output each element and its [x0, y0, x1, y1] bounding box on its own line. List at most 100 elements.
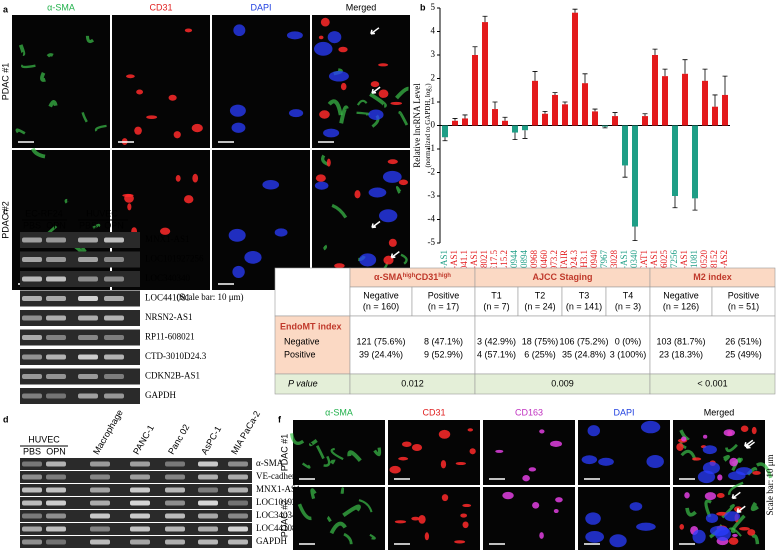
lane-label: PBS: [23, 446, 41, 456]
gel-band: [228, 474, 248, 480]
row-label: PDAC #1: [279, 434, 289, 472]
p-label: P value: [288, 378, 318, 388]
signal: [411, 516, 420, 521]
signal: [191, 123, 203, 133]
gel-band: [78, 296, 98, 301]
signal: [382, 170, 402, 183]
y-tick-label: 3: [431, 49, 436, 59]
signal: [126, 74, 135, 79]
column-n: (n = 7): [483, 301, 509, 311]
signal: [262, 180, 280, 190]
table-cell: [274, 267, 351, 317]
gel-band: [104, 393, 124, 399]
signal: [340, 82, 347, 91]
signal: [460, 513, 468, 518]
error-bar: [682, 59, 688, 74]
signal: [729, 457, 738, 467]
lane-label: Panc 02: [166, 423, 191, 457]
micrograph: [388, 420, 480, 485]
gel-band: [165, 487, 185, 493]
signal: [411, 443, 423, 452]
header-text: α-SMA: [374, 272, 403, 282]
signal: [383, 255, 394, 265]
table-value: 9 (52.9%): [424, 349, 463, 359]
lane-label: MIA PaCa-2: [229, 409, 262, 456]
bar: [552, 94, 558, 126]
column-label: Merged: [346, 2, 377, 12]
gel-band: [104, 296, 124, 301]
bar: [682, 73, 688, 126]
lane-label: PANC-1: [131, 423, 156, 456]
gel-band: [46, 487, 66, 493]
gel-row-label: MNX1-AS1: [256, 484, 301, 494]
signal: [702, 445, 717, 455]
table-cell: [649, 373, 776, 395]
signal: [692, 529, 706, 544]
signal: [289, 433, 305, 445]
signal: [750, 501, 759, 512]
lane-label: Macrophage: [91, 408, 125, 456]
signal: [751, 426, 757, 435]
signal: [373, 447, 382, 457]
gel-row-label: LOC441081: [145, 293, 190, 303]
gel-band: [78, 335, 98, 340]
bar: [622, 125, 628, 166]
signal: [244, 250, 262, 264]
y-axis-note: (normalized to GAPDH, log₂): [424, 83, 432, 168]
signal: [340, 487, 345, 494]
error-bar: [652, 48, 658, 55]
gel-band: [46, 257, 66, 262]
gel-band: [78, 393, 98, 399]
signal: [716, 492, 725, 499]
signal: [502, 491, 514, 500]
signal: [455, 461, 466, 466]
signal: [685, 507, 697, 517]
gel-band: [130, 513, 150, 519]
column-n: (n = 24): [524, 301, 555, 311]
error-bar: [722, 75, 728, 95]
micrograph: [212, 150, 310, 290]
signal: [326, 158, 331, 167]
header-text: M2 index: [693, 272, 732, 282]
table-cell: [605, 286, 651, 317]
gel-band: [78, 237, 98, 243]
table-cell: [474, 315, 651, 375]
gel-band: [46, 276, 66, 282]
signal: [231, 122, 246, 133]
error-bar: [702, 68, 708, 81]
gel-row-label: LOC340340: [145, 273, 191, 283]
signal: [390, 101, 403, 105]
table-value: 3 (100%): [610, 349, 647, 359]
gel-band: [22, 237, 42, 243]
signal: [359, 253, 377, 267]
column-header: Positive: [728, 290, 760, 300]
gel-band: [46, 393, 66, 399]
table-value: 3 (42.9%): [477, 336, 516, 346]
bar: [692, 125, 698, 199]
signal: [398, 179, 408, 186]
signal: [369, 533, 376, 540]
gel-row-label: GAPDH: [256, 536, 288, 546]
x-tick-label: HOTAIR: [559, 250, 569, 283]
error-bar: [462, 114, 468, 119]
arrow: [390, 251, 400, 259]
y-tick-label: 5: [431, 2, 436, 12]
panel-letter: c: [3, 206, 8, 216]
signal: [356, 111, 370, 116]
group-label: HUVEC: [86, 208, 118, 218]
column-header: T4: [623, 290, 634, 300]
gel-band: [104, 315, 124, 321]
signal: [555, 497, 563, 503]
gel-band: [104, 374, 124, 379]
signal: [609, 534, 627, 548]
header-text: CD31: [415, 272, 438, 282]
gel-band: [165, 539, 185, 545]
gel-band: [46, 315, 66, 321]
error-bar: [602, 126, 608, 129]
bar: [652, 55, 658, 126]
error-bar: [642, 113, 648, 117]
signal: [553, 509, 559, 514]
signal: [343, 532, 353, 545]
signal: [183, 195, 194, 204]
table-cell: [649, 286, 713, 317]
